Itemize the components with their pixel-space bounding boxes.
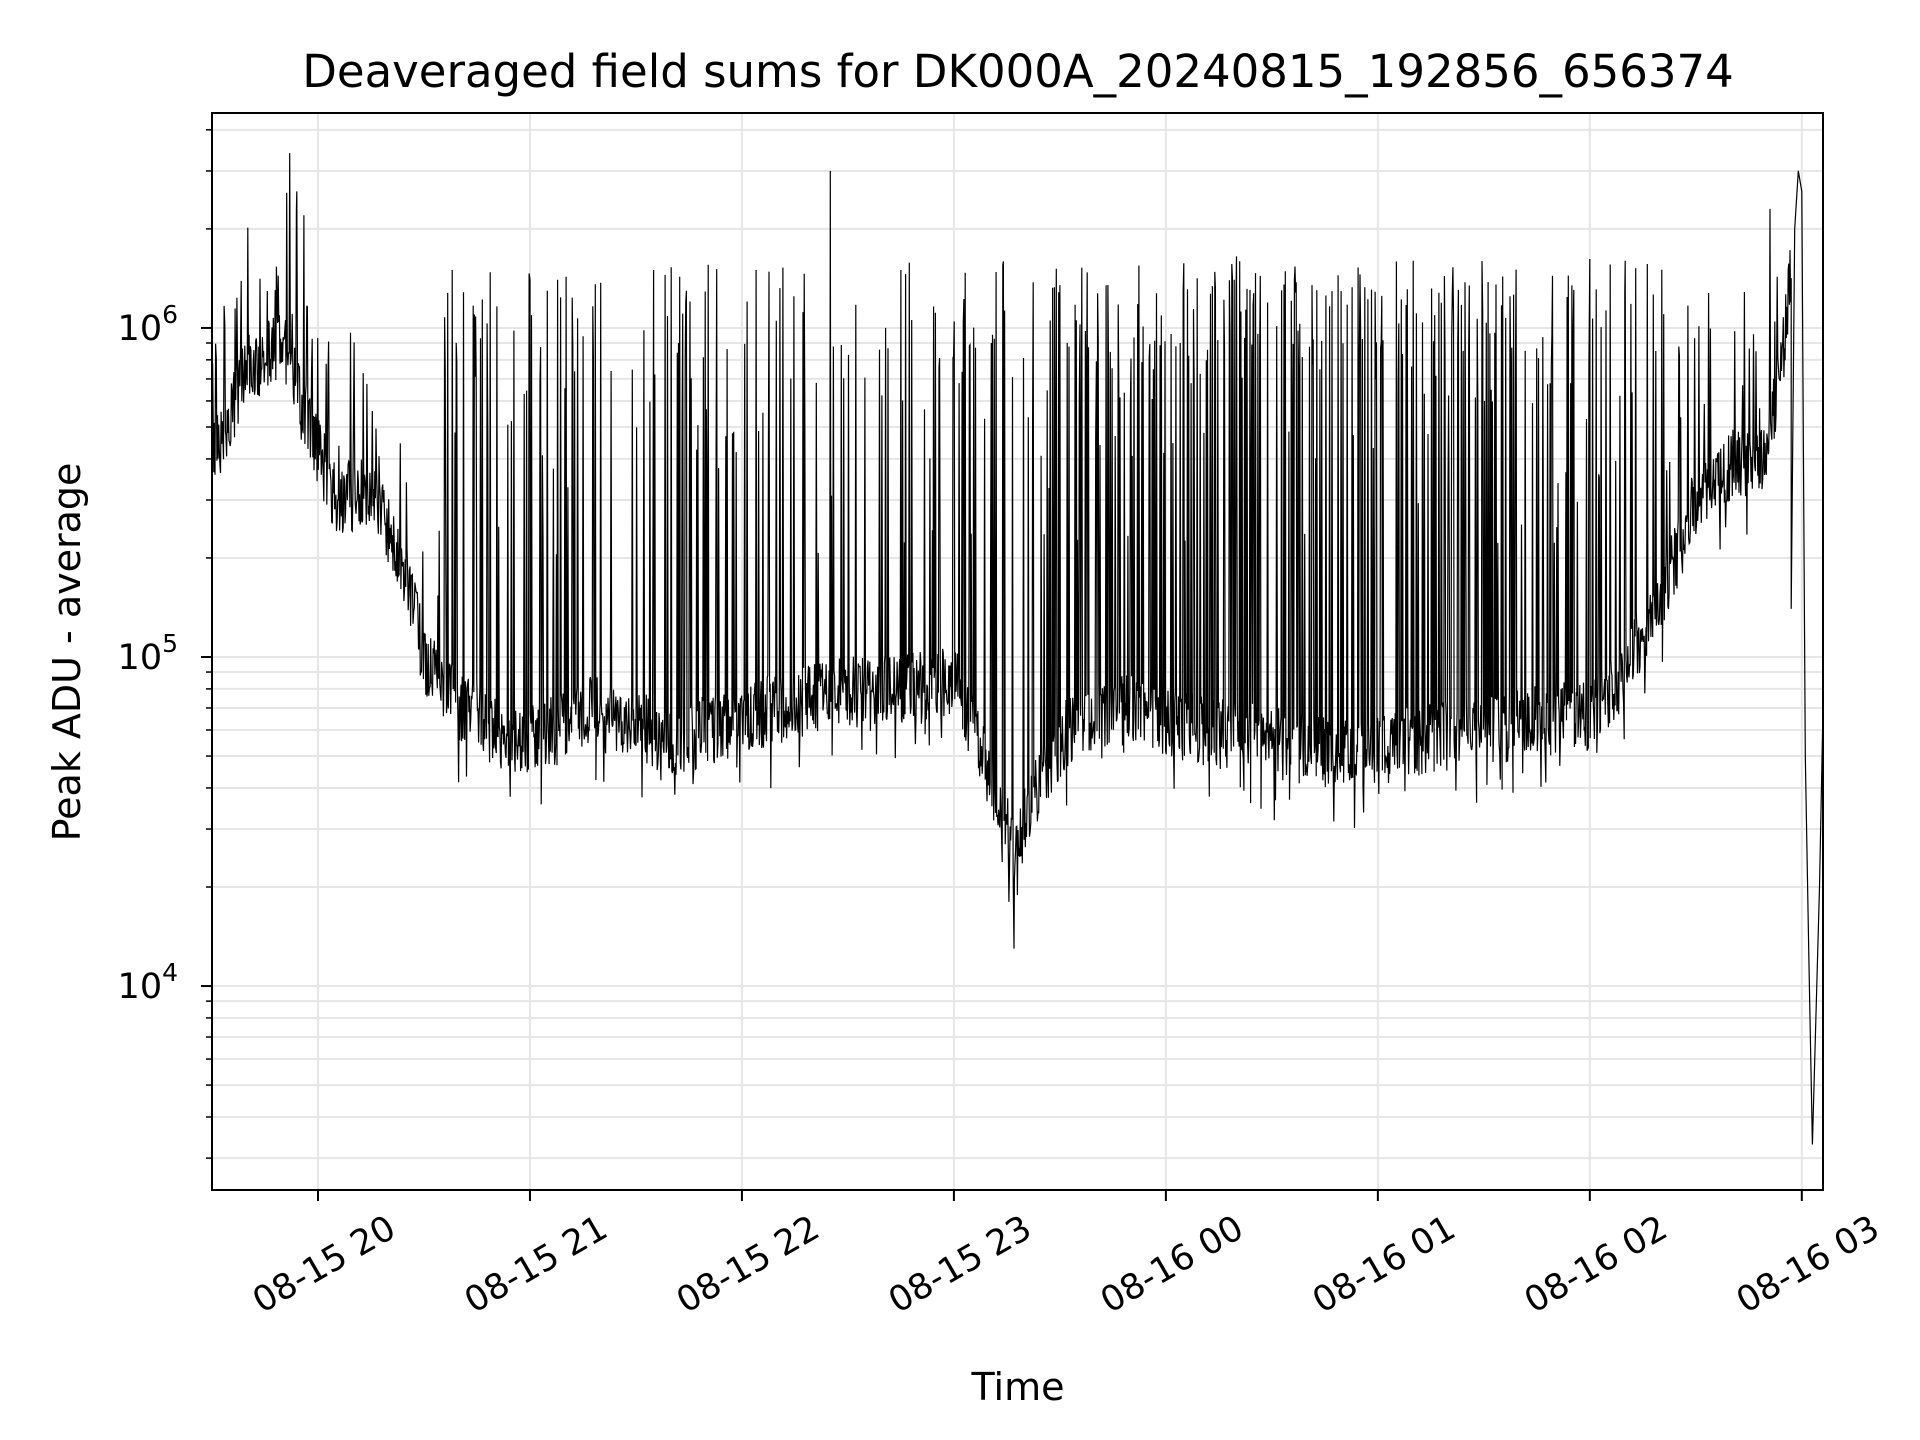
series-area: [212, 153, 1823, 1145]
grid-lines: [212, 113, 1823, 1190]
y-axis: 104 105 106: [118, 129, 212, 1159]
chart-title: Deaveraged field sums for DK000A_2024081…: [302, 45, 1734, 98]
y-tick-label: 105: [118, 629, 178, 678]
plot-frame: [211, 112, 1824, 1191]
y-tick-label: 104: [118, 958, 178, 1007]
x-axis-label: Time: [971, 1365, 1065, 1409]
y-axis-label: Peak ADU - average: [45, 463, 89, 842]
y-tick-label: 106: [118, 300, 178, 349]
series-line: [212, 153, 1823, 1145]
